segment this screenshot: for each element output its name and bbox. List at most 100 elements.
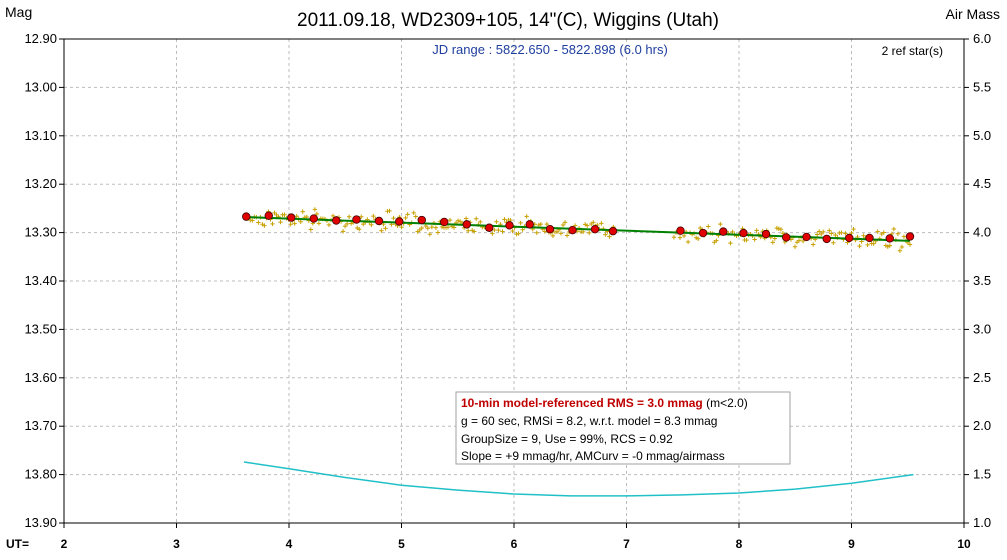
x-tick-label: 7 — [623, 537, 630, 551]
raw-point — [536, 222, 541, 228]
raw-point — [538, 221, 544, 227]
raw-point — [907, 242, 913, 247]
raw-point — [730, 229, 735, 235]
binned-point — [608, 226, 618, 236]
raw-point — [857, 243, 862, 249]
y-tick-label: 13.10 — [24, 128, 57, 143]
raw-point — [502, 217, 507, 222]
raw-point — [706, 224, 711, 229]
y-axis-label: Mag — [5, 4, 32, 20]
y2-tick-label: 1.5 — [973, 467, 991, 482]
ref-stars-label: 2 ref star(s) — [882, 44, 943, 58]
x-axis-label: UT= — [6, 537, 29, 551]
binned-point — [822, 234, 831, 244]
y2-tick-label: 3.0 — [973, 321, 991, 336]
raw-point — [300, 209, 305, 214]
raw-point — [861, 233, 866, 238]
raw-point — [514, 231, 519, 237]
raw-point — [379, 228, 384, 233]
raw-point — [518, 220, 523, 226]
raw-point — [429, 224, 435, 230]
raw-point — [817, 229, 822, 234]
raw-point — [316, 221, 322, 226]
binned-point — [719, 227, 728, 236]
raw-point — [558, 231, 564, 236]
binned-point — [698, 228, 708, 238]
raw-point — [772, 236, 778, 241]
x-tick-label: 6 — [511, 537, 518, 551]
binned-point — [525, 220, 534, 229]
raw-point — [465, 228, 471, 233]
raw-point — [403, 215, 408, 221]
raw-point — [851, 226, 856, 232]
binned-point — [865, 233, 874, 243]
airmass-series — [243, 461, 914, 497]
binned-point — [440, 217, 449, 227]
raw-point — [875, 229, 880, 234]
raw-point — [423, 223, 429, 229]
raw-point — [447, 217, 453, 223]
raw-point — [865, 242, 870, 248]
raw-point — [371, 213, 376, 219]
raw-point — [340, 229, 346, 234]
raw-point — [256, 220, 261, 225]
raw-point — [778, 227, 784, 232]
binned-point — [485, 223, 494, 232]
binned-point — [545, 225, 555, 234]
raw-point — [472, 229, 477, 234]
raw-point — [833, 232, 838, 238]
raw-point — [744, 237, 749, 243]
raw-point — [308, 227, 314, 232]
raw-point — [831, 240, 836, 245]
stats-rms-highlight: 10-min model-referenced RMS = 3.0 mmag — [461, 396, 703, 410]
y2-axis-label: Air Mass — [946, 6, 1000, 22]
raw-point — [796, 238, 802, 243]
raw-point — [387, 208, 392, 214]
raw-point — [250, 218, 255, 223]
raw-point — [544, 221, 550, 227]
binned-point — [676, 226, 685, 235]
raw-point — [510, 228, 515, 234]
chart-title: 2011.09.18, WD2309+105, 14"(C), Wiggins … — [297, 10, 719, 31]
raw-point — [814, 232, 820, 237]
raw-point — [288, 222, 293, 227]
binned-point — [264, 211, 273, 220]
raw-point — [278, 219, 283, 225]
raw-point — [419, 225, 424, 231]
y-tick-label: 13.30 — [24, 225, 57, 240]
raw-point — [895, 231, 901, 236]
raw-point — [897, 248, 903, 253]
raw-point — [391, 215, 396, 221]
y2-tick-label: 6.0 — [973, 31, 991, 46]
raw-point — [435, 230, 441, 235]
raw-point — [474, 216, 479, 221]
y2-tick-label: 1.0 — [973, 515, 991, 530]
raw-point — [800, 238, 806, 244]
raw-point — [792, 244, 798, 249]
raw-point — [695, 236, 701, 241]
raw-point — [500, 229, 505, 234]
y2-tick-label: 2.0 — [973, 418, 991, 433]
raw-point — [587, 230, 592, 236]
raw-point — [585, 223, 590, 228]
binned-point — [352, 215, 361, 224]
raw-point — [490, 231, 495, 236]
raw-point — [348, 221, 354, 226]
raw-point — [492, 227, 497, 233]
raw-point — [819, 231, 824, 237]
binned-point — [374, 216, 384, 226]
x-tick-label: 2 — [61, 537, 68, 551]
raw-point — [685, 239, 691, 245]
raw-point — [451, 225, 457, 230]
y-tick-label: 13.40 — [24, 273, 57, 288]
binned-point — [782, 233, 791, 242]
x-tick-label: 4 — [286, 537, 293, 551]
raw-point — [357, 226, 362, 232]
binned-point — [395, 217, 404, 226]
raw-point — [282, 212, 287, 217]
y2-tick-label: 3.5 — [973, 273, 991, 288]
y-tick-label: 13.60 — [24, 370, 57, 385]
raw-point — [891, 226, 897, 232]
raw-point — [262, 223, 267, 228]
raw-point — [881, 230, 886, 235]
